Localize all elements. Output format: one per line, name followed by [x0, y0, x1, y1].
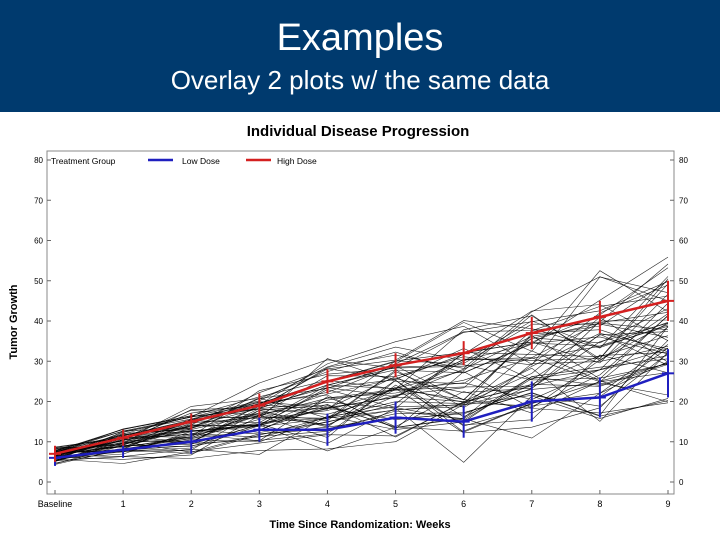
- individual-line: [54, 352, 669, 459]
- x-tick-label: 9: [665, 499, 670, 509]
- y-tick-label-left: 60: [34, 237, 43, 246]
- y-axis-left: 0 10 20 30 40 50 60 70 80: [34, 156, 51, 487]
- x-axis-label: Time Since Randomization: Weeks: [269, 519, 450, 531]
- y-axis-right: 0 10 20 30 40 50 60 70 80: [670, 156, 688, 487]
- slide-header: Examples Overlay 2 plots w/ the same dat…: [0, 0, 720, 112]
- y-tick-label-right: 10: [679, 438, 688, 447]
- individual-line: [54, 354, 669, 462]
- x-tick-label: 8: [597, 499, 602, 509]
- individual-line: [54, 315, 669, 453]
- y-tick-label-right: 40: [679, 317, 688, 326]
- plot-frame: [46, 150, 675, 495]
- y-tick-label-right: 80: [679, 156, 688, 165]
- y-tick-label-left: 0: [39, 478, 44, 487]
- y-tick-label-left: 80: [34, 156, 43, 165]
- y-tick-label-left: 10: [34, 438, 43, 447]
- slide-subtitle: Overlay 2 plots w/ the same data: [170, 65, 550, 95]
- y-tick-label-right: 20: [679, 398, 688, 407]
- individual-line: [54, 325, 669, 452]
- y-tick-label-left: 20: [34, 398, 43, 407]
- series-line-low-dose: [54, 372, 669, 460]
- individual-line: [54, 276, 669, 448]
- x-tick-label: Baseline: [38, 499, 73, 509]
- y-tick-label-left: 70: [34, 196, 43, 205]
- individual-line: [54, 284, 669, 456]
- x-tick-label: 2: [189, 499, 194, 509]
- x-axis: Baseline 1 2 3 4 5 6 7 8 9: [38, 490, 671, 509]
- y-tick-label-right: 30: [679, 357, 688, 366]
- individual-line: [54, 278, 669, 448]
- x-tick-label: 7: [529, 499, 534, 509]
- y-tick-label-right: 50: [679, 277, 688, 286]
- y-tick-label-right: 60: [679, 237, 688, 246]
- individual-line: [54, 335, 669, 458]
- individual-line: [54, 352, 669, 458]
- individual-patient-lines: [54, 256, 669, 465]
- series-layer: [49, 280, 674, 466]
- x-tick-label: 3: [257, 499, 262, 509]
- y-axis-label: Tumor Growth: [8, 284, 20, 359]
- y-tick-label-left: 30: [34, 357, 43, 366]
- disease-progression-chart: Individual Disease Progression 010203040…: [8, 123, 688, 531]
- y-tick-label-right: 70: [679, 196, 688, 205]
- x-tick-label: 5: [393, 499, 398, 509]
- x-tick-label: 1: [121, 499, 126, 509]
- individual-line: [54, 322, 669, 452]
- y-tick-label-left: 40: [34, 317, 43, 326]
- series-line-high-dose: [54, 299, 669, 456]
- individual-line: [54, 331, 669, 455]
- legend-high-dose-label: High Dose: [277, 156, 317, 166]
- individual-line: [54, 350, 669, 459]
- individual-line: [54, 382, 669, 461]
- individual-line: [54, 302, 669, 453]
- x-tick-label: 6: [461, 499, 466, 509]
- individual-line: [54, 322, 669, 456]
- y-tick-label-right: 0: [679, 478, 684, 487]
- individual-line: [54, 319, 669, 461]
- legend-low-dose-label: Low Dose: [182, 156, 220, 166]
- individual-line: [54, 358, 669, 451]
- y-tick-label-left: 50: [34, 277, 43, 286]
- individual-line: [54, 256, 669, 455]
- legend-title: Treatment Group: [51, 156, 116, 166]
- individual-line: [54, 388, 669, 460]
- legend: Treatment Group Low Dose High Dose: [51, 156, 317, 166]
- individual-line: [54, 313, 669, 460]
- x-tick-label: 4: [325, 499, 330, 509]
- chart-title: Individual Disease Progression: [247, 123, 470, 140]
- slide-title: Examples: [276, 17, 444, 59]
- individual-line: [54, 295, 669, 457]
- individual-line: [54, 344, 669, 464]
